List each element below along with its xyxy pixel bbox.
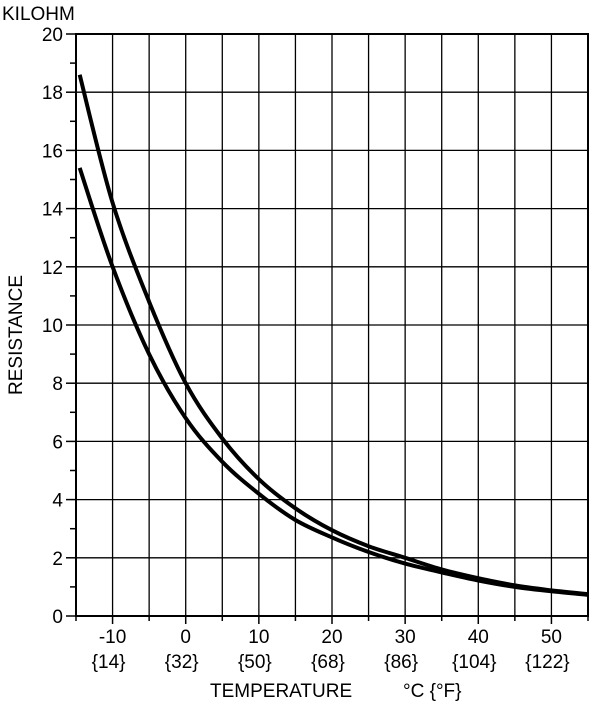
x-tick-label-fahrenheit: {32}	[165, 652, 199, 673]
x-tick-label: 10	[248, 627, 269, 648]
x-tick-labels: -10 0 10 20 30 40 50	[99, 627, 562, 648]
grid	[76, 34, 588, 616]
x-tick-label: 30	[395, 627, 416, 648]
y-tick-label: 0	[52, 607, 63, 628]
series-line-lower	[77, 167, 589, 597]
x-tick-label: 50	[541, 627, 562, 648]
x-tick-label-fahrenheit: {68}	[311, 652, 345, 673]
y-tick-label: 10	[42, 316, 63, 337]
y-axis-title: RESISTANCE	[6, 275, 27, 395]
x-axis-title: TEMPERATURE	[210, 681, 352, 702]
series-group	[77, 74, 589, 597]
x-tick-label-fahrenheit: {122}	[525, 652, 569, 673]
x-tick-label: 20	[321, 627, 342, 648]
x-fahrenheit-labels: {14} {32} {50} {68} {86} {104} {122}	[92, 652, 570, 673]
x-minor-ticks	[75, 616, 589, 624]
y-tick-label: 2	[52, 549, 63, 570]
y-minor-ticks	[66, 33, 76, 617]
y-tick-label: 20	[42, 25, 63, 46]
y-tick-label: 18	[42, 83, 63, 104]
y-tick-label: 4	[52, 491, 63, 512]
unit-label: KILOHM	[2, 4, 75, 25]
x-axis-unit: °C {°F}	[403, 681, 462, 702]
x-tick-label-fahrenheit: {50}	[238, 652, 272, 673]
y-tick-label: 16	[42, 141, 63, 162]
x-tick-label: 0	[180, 627, 191, 648]
y-tick-label: 12	[42, 258, 63, 279]
x-tick-label: 40	[468, 627, 489, 648]
plot-frame	[75, 33, 589, 617]
x-tick-label: -10	[99, 627, 126, 648]
y-tick-label: 6	[52, 432, 63, 453]
series-line-upper	[77, 74, 589, 597]
y-tick-label: 14	[42, 200, 64, 221]
y-tick-labels: 0 2 4 6 8 10 12 14 16 18 20	[42, 25, 64, 628]
y-tick-label: 8	[52, 374, 63, 395]
x-tick-label-fahrenheit: {104}	[452, 652, 496, 673]
x-tick-label-fahrenheit: {14}	[92, 652, 126, 673]
x-tick-label-fahrenheit: {86}	[384, 652, 418, 673]
